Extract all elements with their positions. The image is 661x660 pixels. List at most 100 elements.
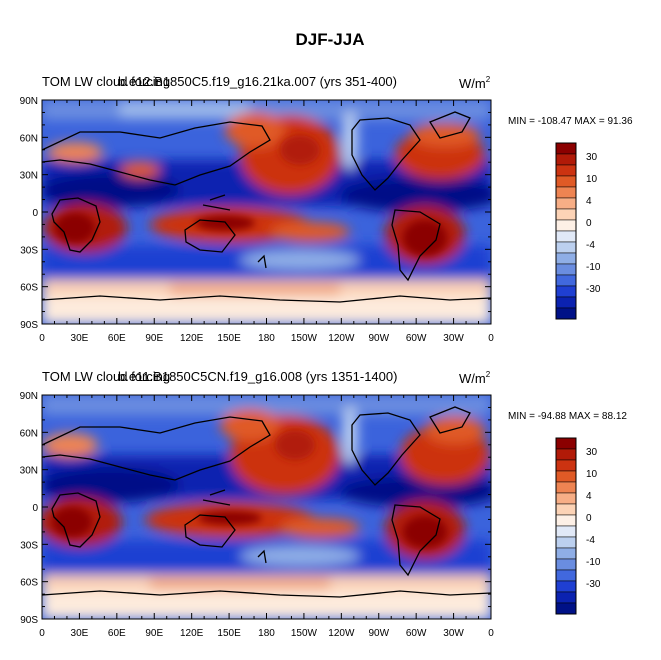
colorbar-label: 10 (586, 174, 598, 185)
panel-2-y-axis: 90N 60N 30N 0 30S 60S 90S (20, 391, 39, 626)
panel-2-colorbar: 30 10 4 0 -4 -10 -30 (555, 437, 601, 615)
panel-2-field (42, 395, 491, 619)
panel-2-ticks (41, 394, 492, 620)
y-tick-label: 30N (20, 466, 38, 477)
colorbar-swatch (555, 285, 577, 298)
y-tick-label: 60N (20, 428, 38, 439)
colorbar-frame (555, 437, 577, 615)
panel-1-x-axis: 0 30E 60E 90E 120E 150E 180 150W 120W 90W 60W 30W 0 (39, 333, 494, 344)
x-tick-label: 60E (108, 333, 126, 344)
panel-1-colorbar: 30 10 4 0 -4 -10 -30 (555, 142, 601, 320)
panel-1-ticks (41, 99, 492, 325)
x-tick-label: 30W (443, 333, 464, 344)
colorbar-label: 30 (586, 152, 598, 163)
colorbar-swatch (555, 175, 577, 188)
colorbar-swatch (555, 241, 577, 254)
y-tick-label: 60N (20, 133, 38, 144)
colorbar-swatch (555, 219, 577, 232)
panel-2-stats: MIN = -94.88 MAX = 88.12 (508, 411, 627, 422)
colorbar-swatch (555, 186, 577, 199)
colorbar-swatch (555, 437, 577, 450)
figure-title: DJF-JJA (296, 30, 365, 49)
x-tick-label: 150W (291, 333, 318, 344)
colorbar-swatch (555, 307, 577, 320)
colorbar-swatch (555, 492, 577, 505)
colorbar-swatch (555, 514, 577, 527)
colorbar-label: 4 (586, 196, 592, 207)
colorbar-swatch (555, 459, 577, 472)
x-tick-label: 0 (39, 333, 45, 344)
colorbar-swatch (555, 591, 577, 604)
x-tick-label: 120W (328, 628, 355, 639)
panel-1-subtitle-b: b.e12.B1850C5.f19_g16.21ka.007 (yrs 351-… (118, 74, 397, 89)
x-tick-label: 120W (328, 333, 355, 344)
x-tick-label: 150E (217, 628, 241, 639)
panel-1-stats: MIN = -108.47 MAX = 91.36 (508, 116, 633, 127)
panel-2-subtitle-a: TOM LW cloud forcing (42, 369, 170, 384)
colorbar-swatch (555, 481, 577, 494)
colorbar-label: 10 (586, 469, 598, 480)
colorbar-swatch (555, 274, 577, 287)
x-tick-label: 150E (217, 333, 241, 344)
x-tick-label: 90E (145, 628, 163, 639)
x-tick-label: 0 (488, 333, 494, 344)
x-tick-label: 0 (39, 628, 45, 639)
colorbar-swatch (555, 503, 577, 516)
colorbar-swatch (555, 569, 577, 582)
x-tick-label: 30W (443, 628, 464, 639)
colorbar-swatch (555, 230, 577, 243)
colorbar-label: -10 (586, 557, 601, 568)
y-tick-label: 90N (20, 391, 38, 402)
colorbar-label: -4 (586, 535, 595, 546)
colorbar-swatch (555, 197, 577, 210)
colorbar-label: -30 (586, 284, 601, 295)
x-tick-label: 30E (71, 333, 89, 344)
x-tick-label: 30E (71, 628, 89, 639)
colorbar-swatch (555, 547, 577, 560)
panel-1-y-axis: 90N 60N 30N 0 30S 60S 90S (20, 96, 39, 331)
panel-2-units: W/m2 (459, 370, 491, 386)
y-tick-label: 30S (20, 245, 38, 256)
y-tick-label: 90S (20, 320, 38, 331)
colorbar-swatch (555, 153, 577, 166)
colorbar-swatch (555, 558, 577, 571)
colorbar-label: -4 (586, 240, 595, 251)
panel-2-coastlines (42, 406, 491, 598)
x-tick-label: 180 (258, 333, 275, 344)
y-tick-label: 90S (20, 615, 38, 626)
colorbar-label: 4 (586, 491, 592, 502)
colorbar-swatch (555, 263, 577, 276)
x-tick-label: 120E (180, 333, 204, 344)
y-tick-label: 0 (32, 503, 38, 514)
y-tick-label: 60S (20, 283, 38, 294)
colorbar-frame (555, 142, 577, 320)
panel-1-coastlines (42, 111, 491, 303)
panel-2-x-axis: 0 30E 60E 90E 120E 150E 180 150W 120W 90W 60W 30W 0 (39, 628, 494, 639)
x-tick-label: 60W (406, 628, 427, 639)
y-tick-label: 30S (20, 540, 38, 551)
y-tick-label: 60S (20, 578, 38, 589)
x-tick-label: 60W (406, 333, 427, 344)
panel-2: TOM LW cloud forcing b.e11.B1850C5CN.f19… (20, 369, 628, 639)
colorbar-swatch (555, 252, 577, 265)
colorbar-swatch (555, 142, 577, 155)
colorbar-label: 30 (586, 447, 598, 458)
panel-1: TOM LW cloud forcing b.e12.B1850C5.f19_g… (20, 74, 633, 344)
panel-1-units: W/m2 (459, 75, 491, 91)
colorbar-swatch (555, 296, 577, 309)
colorbar-swatch (555, 536, 577, 549)
colorbar-swatch (555, 208, 577, 221)
colorbar-label: -10 (586, 262, 601, 273)
x-tick-label: 90W (368, 333, 389, 344)
y-tick-label: 0 (32, 208, 38, 219)
colorbar-swatch (555, 580, 577, 593)
colorbar-label: -30 (586, 579, 601, 590)
colorbar-swatch (555, 448, 577, 461)
panel-2-subtitle-b: b.e11.B1850C5CN.f19_g16.008 (yrs 1351-14… (118, 369, 397, 384)
colorbar-label: 0 (586, 513, 592, 524)
panel-1-subtitle-a: TOM LW cloud forcing (42, 74, 170, 89)
x-tick-label: 120E (180, 628, 204, 639)
x-tick-label: 60E (108, 628, 126, 639)
y-tick-label: 90N (20, 96, 38, 107)
